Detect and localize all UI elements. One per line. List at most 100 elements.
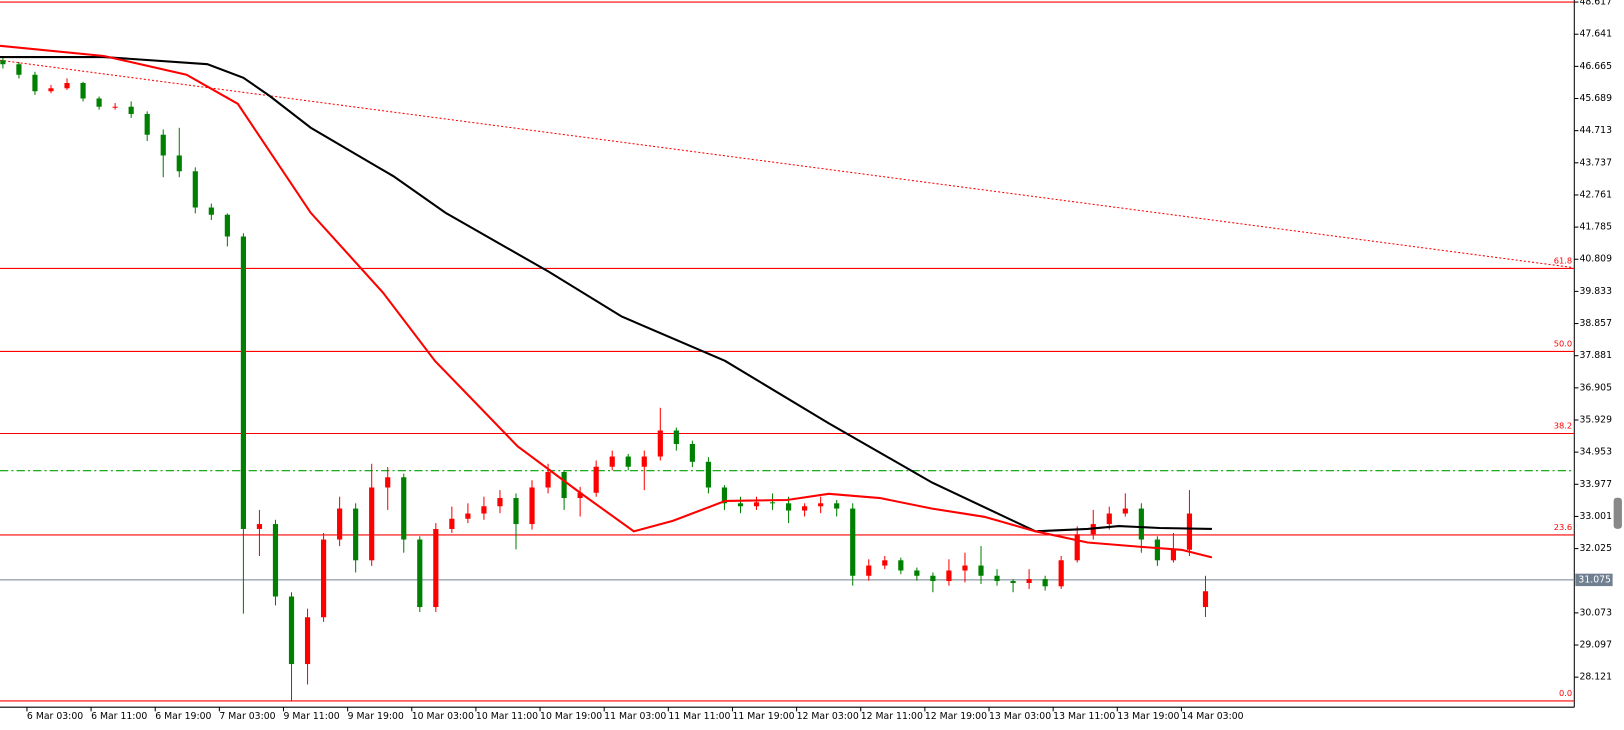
candle-body xyxy=(721,487,728,504)
candle-body xyxy=(513,498,519,525)
candle-body xyxy=(1154,539,1160,561)
candle-body xyxy=(1026,579,1032,584)
candle-body xyxy=(946,570,952,582)
candle-body xyxy=(866,565,872,576)
y-tick-label: 30.073 xyxy=(1579,607,1612,618)
x-tick-label: 7 Mar 03:00 xyxy=(219,711,275,722)
candle-body xyxy=(978,565,984,576)
candle-body xyxy=(465,513,471,519)
x-tick-label: 12 Mar 03:00 xyxy=(797,711,859,722)
bid-label: 31.075 xyxy=(1578,574,1611,585)
candle-body xyxy=(1138,508,1144,540)
y-tick-label: 41.785 xyxy=(1579,222,1612,233)
candle-body xyxy=(1074,534,1080,561)
y-tick-label: 28.121 xyxy=(1579,672,1612,683)
candle-body xyxy=(353,508,359,561)
candle-body xyxy=(128,106,134,114)
candle-body xyxy=(673,430,679,445)
moving-average xyxy=(0,55,1212,533)
x-tick-label: 11 Mar 19:00 xyxy=(732,711,794,722)
x-tick-label: 11 Mar 03:00 xyxy=(604,711,666,722)
candle-body xyxy=(657,430,663,457)
y-tick-label: 48.617 xyxy=(1579,0,1612,8)
y-tick-label: 33.001 xyxy=(1579,511,1612,522)
y-tick-label: 39.833 xyxy=(1579,286,1612,297)
candle-body xyxy=(369,487,375,561)
candle-body xyxy=(962,565,968,571)
candle-body xyxy=(192,171,198,208)
y-tick-label: 45.689 xyxy=(1579,93,1612,104)
y-tick-label: 33.977 xyxy=(1579,479,1612,490)
candle-body xyxy=(850,508,856,576)
candle-body xyxy=(304,617,311,665)
candle-body xyxy=(48,88,54,92)
candle-body xyxy=(769,502,776,504)
y-tick-label: 32.025 xyxy=(1579,543,1612,554)
candle-body xyxy=(1058,560,1064,587)
y-tick-label: 35.929 xyxy=(1579,414,1612,425)
candle-body xyxy=(481,506,487,514)
candle-body xyxy=(577,492,583,499)
fib-label: 38.2 xyxy=(1554,421,1572,431)
x-tick-label: 10 Mar 03:00 xyxy=(412,711,474,722)
candle-body xyxy=(1106,513,1112,525)
candle-body xyxy=(882,560,888,566)
candle-body xyxy=(641,456,647,467)
y-tick-label: 42.761 xyxy=(1579,189,1612,200)
candle-body xyxy=(320,539,327,618)
candle-body xyxy=(401,477,407,540)
candle-body xyxy=(609,456,615,467)
candle-body xyxy=(914,570,920,576)
y-tick-label: 38.857 xyxy=(1579,318,1612,329)
candle-body xyxy=(625,456,631,467)
candle-body xyxy=(545,472,551,488)
candle-body xyxy=(593,466,599,493)
candle-body xyxy=(737,503,744,507)
x-tick-label: 10 Mar 19:00 xyxy=(540,711,602,722)
candle-body xyxy=(208,207,214,215)
candle-body xyxy=(176,155,182,172)
candle-body xyxy=(112,106,118,108)
candle-body xyxy=(898,560,904,571)
x-tick-label: 6 Mar 19:00 xyxy=(155,711,211,722)
fib-label: 61.8 xyxy=(1554,256,1572,266)
bid-box xyxy=(1575,573,1613,587)
candle-body xyxy=(96,98,102,107)
y-tick-label: 34.953 xyxy=(1579,447,1612,458)
x-tick-label: 11 Mar 11:00 xyxy=(668,711,730,722)
x-tick-label: 6 Mar 11:00 xyxy=(91,711,147,722)
x-tick-label: 9 Mar 11:00 xyxy=(283,711,339,722)
candle-body xyxy=(16,64,22,75)
x-tick-label: 12 Mar 19:00 xyxy=(925,711,987,722)
x-tick-label: 9 Mar 19:00 xyxy=(348,711,404,722)
candle-body xyxy=(497,498,503,507)
candle-body xyxy=(288,596,295,665)
candle-body xyxy=(0,60,6,65)
candle-body xyxy=(1010,581,1016,584)
candle-body xyxy=(818,503,824,507)
x-tick-label: 12 Mar 11:00 xyxy=(861,711,923,722)
candle-body xyxy=(834,503,840,509)
candle-body xyxy=(785,503,792,511)
candle-body xyxy=(32,74,38,92)
candle-body xyxy=(1042,579,1048,587)
candle-body xyxy=(385,477,391,488)
y-tick-label: 43.737 xyxy=(1579,157,1612,168)
candle-body xyxy=(529,487,535,525)
y-tick-label: 40.809 xyxy=(1579,254,1612,265)
moving-average xyxy=(0,44,1213,559)
candle-body xyxy=(930,575,936,582)
candle-body xyxy=(256,524,263,529)
y-tick-label: 44.713 xyxy=(1579,125,1612,136)
y-tick-label: 47.641 xyxy=(1579,29,1612,40)
x-tick-label: 13 Mar 03:00 xyxy=(989,711,1051,722)
candle-body xyxy=(160,134,166,156)
scroll-handle[interactable] xyxy=(1613,497,1622,529)
candle-body xyxy=(80,83,86,99)
candle-body xyxy=(1170,549,1177,561)
candle-body xyxy=(337,508,343,540)
y-tick-label: 29.097 xyxy=(1579,640,1612,651)
